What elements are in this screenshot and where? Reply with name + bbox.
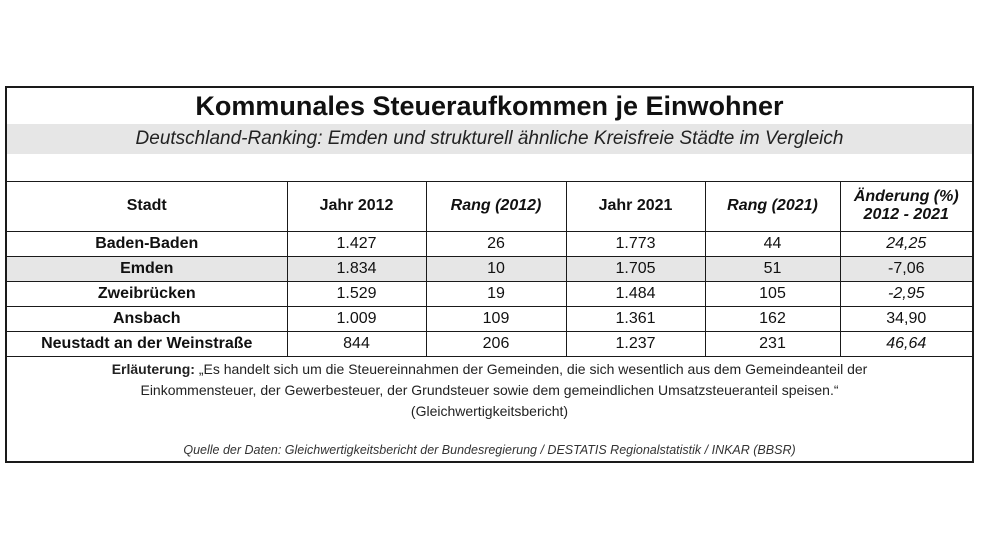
- header-row: Stadt Jahr 2012 Rang (2012) Jahr 2021 Ra…: [7, 181, 972, 232]
- cell-jahr-2021: 1.705: [565, 256, 705, 282]
- cell-jahr-2012: 1.427: [286, 231, 426, 257]
- column-header-jahr-2021: Jahr 2021: [565, 181, 705, 232]
- explanation-text1: „Es handelt sich um die Steuereinnahmen …: [198, 361, 868, 377]
- cell-jahr-2012: 844: [286, 331, 426, 357]
- cell-jahr-2021: 1.237: [565, 331, 705, 357]
- cell-rang-2021: 44: [704, 231, 840, 257]
- aenderung-header-line1: Änderung (%): [853, 187, 959, 205]
- cell-rang-2012: 109: [425, 306, 566, 332]
- column-header-rang-2012: Rang (2012): [425, 181, 566, 232]
- data-table: Stadt Jahr 2012 Rang (2012) Jahr 2021 Ra…: [7, 181, 972, 357]
- cell-jahr-2021: 1.773: [565, 231, 705, 257]
- cell-aenderung: 46,64: [839, 331, 972, 357]
- page-title: Kommunales Steueraufkommen je Einwohner: [195, 91, 784, 121]
- column-header-aenderung: Änderung (%) 2012 - 2021: [839, 181, 972, 232]
- explanation: Erläuterung: „Es handelt sich um die Ste…: [7, 359, 972, 422]
- aenderung-header-line2: 2012 - 2021: [863, 205, 949, 223]
- cell-rang-2012: 206: [425, 331, 566, 357]
- table-row: Neustadt an der Weinstraße 844 206 1.237…: [7, 331, 972, 357]
- cell-stadt: Emden: [7, 256, 287, 282]
- column-header-jahr-2012: Jahr 2012: [286, 181, 426, 232]
- cell-stadt: Ansbach: [7, 306, 287, 332]
- column-header-stadt: Stadt: [7, 181, 287, 232]
- cell-aenderung: 24,25: [839, 231, 972, 257]
- cell-rang-2012: 10: [425, 256, 566, 282]
- table-row: Ansbach 1.009 109 1.361 162 34,90: [7, 306, 972, 332]
- table-row: Zweibrücken 1.529 19 1.484 105 -2,95: [7, 281, 972, 307]
- column-header-rang-2021: Rang (2021): [704, 181, 840, 232]
- table-row: Baden-Baden 1.427 26 1.773 44 24,25: [7, 231, 972, 257]
- explanation-line3: (Gleichwertigkeitsbericht): [410, 403, 569, 419]
- cell-jahr-2021: 1.484: [565, 281, 705, 307]
- source-note: Quelle der Daten: Gleichwertigkeitsberic…: [183, 443, 796, 457]
- explanation-line1: Erläuterung: „Es handelt sich um die Ste…: [7, 359, 972, 380]
- cell-aenderung: -2,95: [839, 281, 972, 307]
- cell-rang-2021: 162: [704, 306, 840, 332]
- cell-jahr-2021: 1.361: [565, 306, 705, 332]
- cell-jahr-2012: 1.529: [286, 281, 426, 307]
- cell-stadt: Neustadt an der Weinstraße: [7, 331, 287, 357]
- cell-aenderung: -7,06: [839, 256, 972, 282]
- explanation-label: Erläuterung:: [111, 361, 195, 377]
- cell-stadt: Baden-Baden: [7, 231, 287, 257]
- cell-jahr-2012: 1.009: [286, 306, 426, 332]
- cell-stadt: Zweibrücken: [7, 281, 287, 307]
- cell-rang-2021: 105: [704, 281, 840, 307]
- cell-rang-2021: 51: [704, 256, 840, 282]
- subtitle: Deutschland-Ranking: Emden und strukture…: [7, 124, 972, 154]
- table-frame: Kommunales Steueraufkommen je Einwohner …: [5, 86, 974, 463]
- table-row: Emden 1.834 10 1.705 51 -7,06: [7, 256, 972, 282]
- cell-rang-2021: 231: [704, 331, 840, 357]
- explanation-line2: Einkommensteuer, der Gewerbesteuer, der …: [140, 382, 839, 398]
- cell-rang-2012: 26: [425, 231, 566, 257]
- cell-rang-2012: 19: [425, 281, 566, 307]
- cell-aenderung: 34,90: [839, 306, 972, 332]
- cell-jahr-2012: 1.834: [286, 256, 426, 282]
